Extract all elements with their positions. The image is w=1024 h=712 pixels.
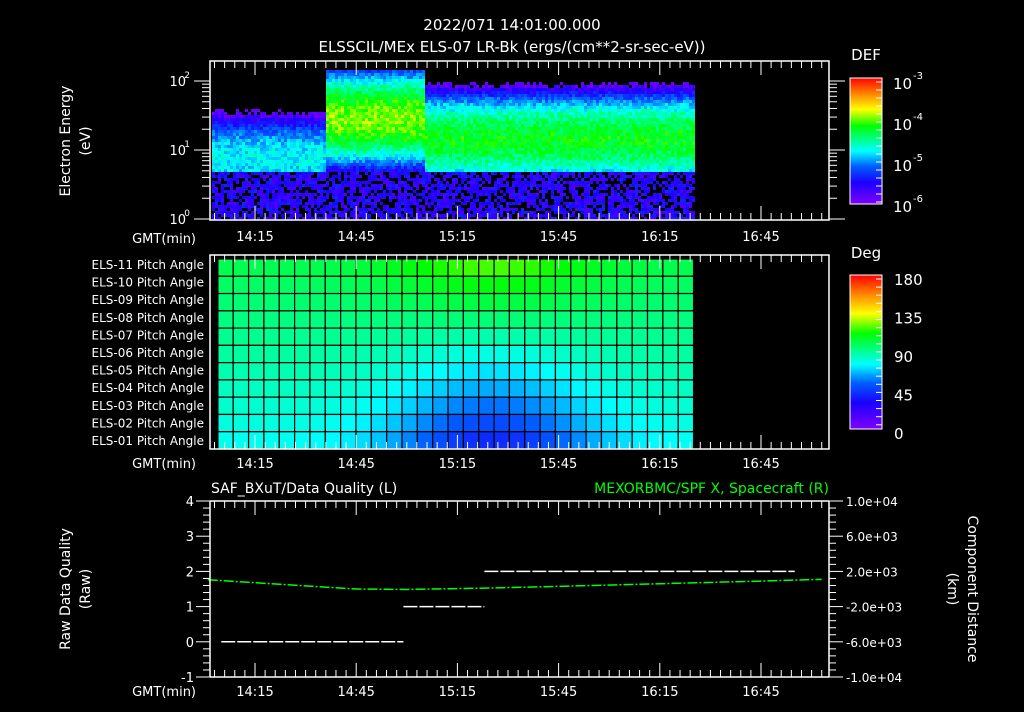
time-tick-label: 16:15 [641, 230, 678, 245]
deg-colorbar: Deg 180 135 90 45 0 [850, 244, 923, 443]
dq-tick-label: 0 [186, 636, 194, 651]
time-tick-label: 16:45 [742, 230, 779, 245]
time-tick-label: 14:45 [337, 230, 374, 245]
pitch-angle-row-label: ELS-07 Pitch Angle [92, 328, 204, 342]
dist-tick-label: -1.0e+04 [846, 671, 902, 685]
time-tick-label: 15:45 [540, 230, 577, 245]
dq-y-units: (Raw) [78, 569, 94, 609]
dq-tick-label: 4 [186, 495, 194, 510]
time-tick-label: 14:15 [236, 230, 273, 245]
dist-tick-label: -6.0e+03 [846, 636, 902, 650]
time-tick-label: 15:15 [439, 457, 476, 472]
time-tick-label: 15:45 [540, 685, 577, 700]
def-tick-label: 10 [893, 75, 912, 93]
pitch-angle-row-label: ELS-06 Pitch Angle [92, 346, 204, 360]
line-series [208, 571, 822, 641]
pitch-angle-grid [218, 259, 694, 449]
deg-tick-label: 0 [894, 425, 904, 443]
pitch-angle-row-label: ELS-09 Pitch Angle [92, 293, 204, 307]
dist-tick-label: 2.0e+03 [846, 565, 898, 579]
def-tick-label: 10 [893, 198, 912, 216]
deg-tick-label: 180 [894, 271, 923, 289]
data-quality-axes: 14:15 14:45 15:15 15:45 16:15 16:45 4 3 2 1 0 -1 1.0… [181, 495, 902, 700]
dq-tick-label: -1 [181, 671, 194, 686]
time-tick-label: 15:15 [439, 685, 476, 700]
spectrogram-image [212, 70, 695, 220]
def-colorbar-label: DEF [851, 46, 881, 64]
plot-title: ELSSCIL/MEx ELS-07 LR-Bk (ergs/(cm**2-sr… [318, 38, 705, 56]
dist-tick-label: -2.0e+03 [846, 601, 902, 615]
pitch-angle-row-label: ELS-11 Pitch Angle [92, 258, 204, 272]
dq-tick-label: 1 [186, 601, 194, 616]
dq-y-label: Raw Data Quality [58, 528, 74, 650]
pitch-angle-row-label: ELS-05 Pitch Angle [92, 364, 204, 378]
time-tick-label: 16:15 [641, 685, 678, 700]
dist-y-label: Component Distance [964, 516, 980, 663]
pitch-angle-row-label: ELS-10 Pitch Angle [92, 276, 204, 290]
deg-tick-label: 90 [894, 348, 913, 366]
pitch-angle-panel: 14:15 14:45 15:15 15:45 16:15 16:45 ELS-11 Pi… [92, 255, 829, 472]
dist-y-units: (km) [944, 573, 960, 606]
energy-y-units: (eV) [78, 126, 94, 155]
deg-tick-label: 135 [894, 310, 923, 328]
time-tick-label: 15:45 [540, 457, 577, 472]
dq-tick-label: 3 [186, 530, 194, 545]
pitch-angle-row-labels: ELS-11 Pitch Angle ELS-10 Pitch Angle ELS-… [92, 258, 204, 448]
spacecraft-x-line [208, 579, 822, 589]
deg-tick-label: 45 [894, 387, 913, 405]
pitch-angle-row-label: ELS-01 Pitch Angle [92, 434, 204, 448]
time-tick-label: 14:45 [337, 457, 374, 472]
pitch-angle-row-label: ELS-02 Pitch Angle [92, 416, 204, 430]
bottom-title-left: SAF_BXuT/Data Quality (L) [211, 481, 397, 497]
time-axis-label-3: GMT(min) [132, 685, 196, 700]
time-tick-label: 15:15 [439, 230, 476, 245]
time-tick-label: 16:15 [641, 457, 678, 472]
time-tick-label: 16:45 [742, 457, 779, 472]
time-tick-label: 14:15 [236, 685, 273, 700]
energy-y-label: Electron Energy [58, 86, 74, 197]
time-tick-label: 16:45 [742, 685, 779, 700]
time-axis-label: GMT(min) [132, 232, 196, 247]
pitch-angle-row-label: ELS-04 Pitch Angle [92, 381, 204, 395]
dq-tick-label: 2 [186, 565, 194, 580]
time-tick-label: 14:45 [337, 685, 374, 700]
time-axis-label-2: GMT(min) [132, 457, 196, 472]
time-tick-label: 14:15 [236, 457, 273, 472]
data-quality-panel: SAF_BXuT/Data Quality (L) MEXORBMC/SPF X… [58, 481, 980, 700]
def-tick-label: 10 [893, 157, 912, 175]
def-tick-label: 10 [893, 116, 912, 134]
plot-timestamp: 2022/071 14:01:00.000 [423, 16, 600, 34]
dist-tick-label: 6.0e+03 [846, 530, 898, 544]
pitch-angle-row-label: ELS-08 Pitch Angle [92, 311, 204, 325]
deg-colorbar-label: Deg [851, 244, 881, 262]
bottom-title-right: MEXORBMC/SPF X, Spacecraft (R) [594, 481, 829, 497]
dist-tick-label: 1.0e+04 [846, 495, 898, 509]
def-colorbar: DEF 10-310-410-510-6 [850, 46, 923, 216]
pitch-angle-row-label: ELS-03 Pitch Angle [92, 399, 204, 413]
